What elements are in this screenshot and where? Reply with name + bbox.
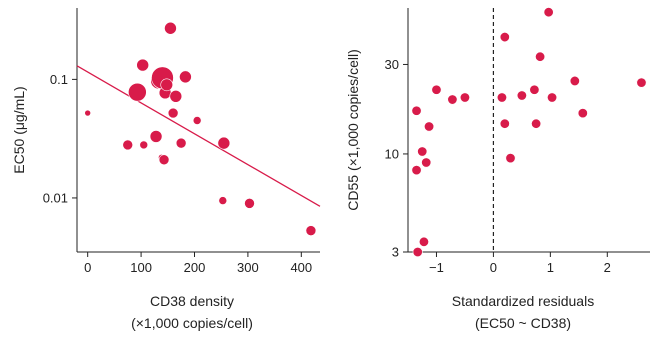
right-x-tick-label: 2 bbox=[604, 260, 611, 275]
data-point bbox=[175, 137, 187, 149]
data-point bbox=[218, 196, 228, 205]
data-point bbox=[128, 82, 147, 102]
left-x-axis-label: CD38 density bbox=[150, 293, 234, 309]
left-y-tick-label: 0.01 bbox=[43, 190, 68, 205]
data-point bbox=[499, 32, 510, 43]
data-point bbox=[139, 140, 149, 150]
right-ticks: −1 0 1 2 3 10 30 bbox=[385, 57, 611, 275]
data-point bbox=[421, 157, 432, 168]
data-point bbox=[167, 107, 179, 119]
data-point bbox=[84, 109, 91, 117]
data-point bbox=[577, 108, 588, 119]
left-x-axis-label-units: (×1,000 copies/cell) bbox=[131, 315, 253, 331]
regression-line bbox=[76, 65, 321, 207]
data-point bbox=[411, 105, 422, 116]
data-point bbox=[547, 92, 558, 103]
data-point bbox=[505, 153, 516, 164]
data-point bbox=[531, 118, 542, 129]
data-point bbox=[411, 165, 422, 176]
right-x-tick-label: 1 bbox=[547, 260, 554, 275]
data-point bbox=[160, 78, 174, 92]
right-x-tick-label: 0 bbox=[490, 260, 497, 275]
data-point bbox=[122, 139, 134, 151]
right-data-points bbox=[411, 7, 647, 258]
data-point bbox=[136, 58, 149, 72]
data-point bbox=[516, 90, 527, 101]
data-point bbox=[305, 225, 317, 236]
right-y-tick-label: 30 bbox=[385, 57, 399, 72]
data-point bbox=[447, 94, 458, 105]
left-x-tick-label: 300 bbox=[237, 260, 259, 275]
left-y-tick-label: 0.1 bbox=[50, 72, 68, 87]
data-point bbox=[192, 116, 202, 125]
left-x-tick-label: 0 bbox=[84, 260, 91, 275]
left-ticks: 0 100 200 300 400 0.01 0.1 bbox=[43, 72, 312, 275]
right-x-axis-label-units: (EC50 ~ CD38) bbox=[475, 315, 571, 331]
data-point bbox=[636, 77, 647, 88]
data-point bbox=[149, 130, 163, 143]
data-point bbox=[496, 92, 507, 103]
data-point bbox=[499, 118, 510, 129]
right-y-tick-label: 3 bbox=[392, 245, 399, 260]
data-point bbox=[424, 121, 435, 132]
left-x-tick-label: 400 bbox=[290, 260, 312, 275]
left-x-tick-label: 200 bbox=[184, 260, 206, 275]
data-point bbox=[164, 21, 177, 35]
left-y-axis-label: EC50 (μg/mL) bbox=[11, 86, 27, 173]
panel-cd55-vs-residuals: −1 0 1 2 3 10 30 Standardized residuals (EC50 … bbox=[345, 7, 650, 331]
right-y-axis-label: CD55 (×1,000 copies/cell) bbox=[345, 49, 361, 210]
data-point bbox=[217, 136, 231, 150]
data-point bbox=[158, 154, 170, 166]
data-point bbox=[535, 51, 546, 62]
data-point bbox=[179, 70, 192, 84]
panel-ec50-vs-cd38: 0 100 200 300 400 0.01 0.1 CD38 density (×1,00… bbox=[11, 8, 321, 331]
data-point bbox=[418, 236, 429, 247]
right-x-axis-label: Standardized residuals bbox=[452, 293, 594, 309]
data-point bbox=[431, 84, 442, 95]
right-y-tick-label: 10 bbox=[385, 146, 399, 161]
data-point bbox=[529, 84, 540, 95]
left-data-points bbox=[84, 21, 317, 236]
data-point bbox=[169, 89, 183, 103]
data-point bbox=[569, 75, 580, 86]
data-point bbox=[417, 146, 428, 157]
data-point bbox=[543, 7, 554, 18]
data-point bbox=[459, 92, 470, 103]
data-point bbox=[244, 198, 255, 209]
data-point bbox=[412, 247, 423, 258]
right-x-tick-label: −1 bbox=[429, 260, 444, 275]
left-x-tick-label: 100 bbox=[130, 260, 152, 275]
